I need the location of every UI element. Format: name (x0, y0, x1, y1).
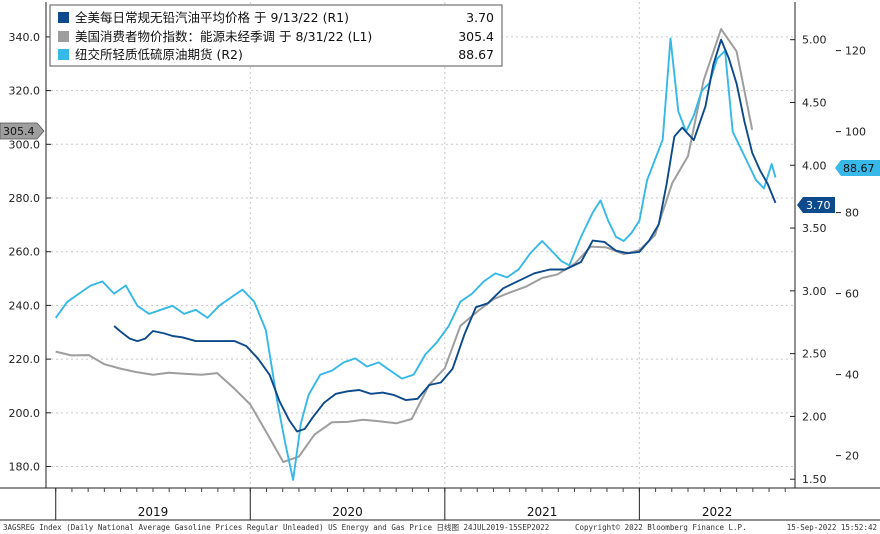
tick-label-r1: 3.00 (802, 285, 827, 298)
series-lines (54, 28, 777, 481)
legend: 全美每日常规无铅汽油平均价格 于 9/13/22 (R1) 3.70 美国消费者… (49, 4, 503, 67)
legend-swatch-gasoline (58, 12, 69, 23)
tick-label-r2: 20 (845, 450, 859, 463)
value-tag-cpi-energy: 305.4 (0, 122, 45, 140)
tick-label-r2: 100 (845, 126, 866, 139)
tick-label-r1: 2.00 (802, 410, 827, 423)
tick-label-l1: 280.0 (9, 192, 41, 205)
x-tick-label: 2019 (138, 505, 169, 519)
series-line-gasoline (113, 38, 777, 433)
legend-label-cpi-energy: 美国消费者物价指数：能源未经季调 于 8/31/22 (L1) (75, 29, 372, 44)
tick-label-r2: 40 (845, 369, 859, 382)
x-tick-label: 2021 (527, 505, 558, 519)
legend-value-crude-oil: 88.67 (458, 47, 494, 62)
tick-label-r2: 60 (845, 288, 859, 301)
gridlines (46, 2, 795, 488)
legend-value-gasoline: 3.70 (466, 10, 494, 25)
series-line-cpi-energy (55, 28, 754, 463)
value-tag-gasoline: 3.70 (797, 197, 835, 213)
footer-timestamp: 15-Sep-2022 15:52:42 (787, 523, 877, 532)
value-tag-gasoline-text: 3.70 (806, 199, 831, 212)
tick-label-l1: 340.0 (9, 31, 41, 44)
tick-label-l1: 200.0 (9, 407, 41, 420)
x-tick-label: 2020 (332, 505, 363, 519)
tick-label-l1: 220.0 (9, 353, 41, 366)
value-tag-crude-oil: 88.67 (835, 160, 880, 176)
footer-copyright: Copyright© 2022 Bloomberg Finance L.P. (575, 523, 747, 532)
tick-label-r2: 120 (845, 45, 866, 58)
tick-label-r2: 80 (845, 207, 859, 220)
tick-label-r1: 3.50 (802, 222, 827, 235)
x-tick-label: 2022 (702, 505, 733, 519)
tick-label-r1: 4.50 (802, 96, 827, 109)
legend-label-gasoline: 全美每日常规无铅汽油平均价格 于 9/13/22 (R1) (75, 10, 349, 25)
tick-label-l1: 180.0 (9, 461, 41, 474)
tick-label-r1: 1.50 (802, 473, 827, 486)
tick-label-l1: 260.0 (9, 246, 41, 259)
tick-label-r1: 5.00 (802, 34, 827, 47)
tick-label-l1: 300.0 (9, 138, 41, 151)
tick-label-r1: 4.00 (802, 159, 827, 172)
legend-label-crude-oil: 纽交所轻质低硫原油期货 (R2) (75, 47, 243, 62)
footer: 3AGSREG Index (Daily National Average Ga… (3, 522, 877, 532)
value-tag-crude-oil-text: 88.67 (843, 162, 875, 175)
legend-swatch-crude-oil (58, 49, 69, 60)
value-tag-cpi-energy-text: 305.4 (3, 125, 35, 138)
legend-value-cpi-energy: 305.4 (458, 29, 494, 44)
tick-label-r1: 2.50 (802, 348, 827, 361)
axes: 180.0 200.0 220.0 240.0 260.0 280.0 300.0 320.0… (0, 2, 880, 521)
legend-swatch-cpi-energy (58, 31, 69, 42)
tick-label-l1: 320.0 (9, 85, 41, 98)
footer-source: 3AGSREG Index (Daily National Average Ga… (3, 522, 549, 532)
tick-label-l1: 240.0 (9, 299, 41, 312)
